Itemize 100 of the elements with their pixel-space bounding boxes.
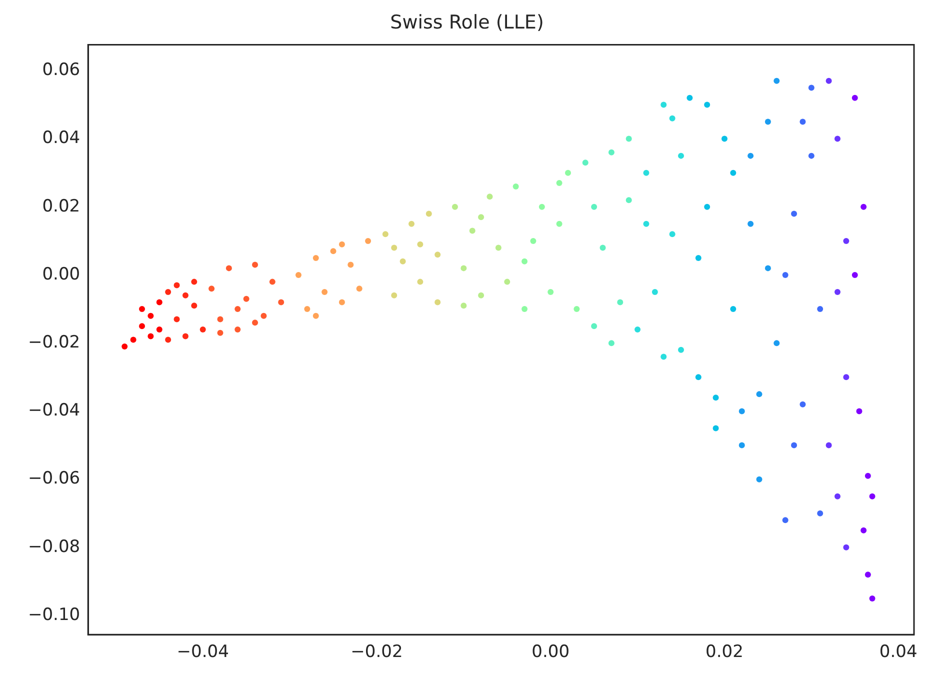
- y-tick-label: 0.06: [42, 60, 80, 80]
- point: [234, 326, 241, 332]
- point: [869, 493, 876, 500]
- point: [156, 299, 162, 306]
- point: [600, 244, 606, 251]
- x-tick-label: 0.00: [532, 642, 570, 662]
- point: [322, 289, 328, 296]
- point: [200, 326, 206, 332]
- point: [356, 286, 362, 292]
- point: [538, 204, 545, 210]
- point: [826, 442, 832, 448]
- point: [295, 272, 302, 278]
- point: [548, 289, 554, 296]
- point: [452, 204, 458, 210]
- point: [860, 204, 867, 210]
- point: [695, 254, 702, 261]
- point: [338, 241, 345, 248]
- x-tick-label: −0.02: [350, 642, 403, 662]
- point: [138, 306, 145, 312]
- point: [712, 425, 719, 432]
- point: [165, 289, 172, 296]
- point: [391, 244, 398, 251]
- point: [138, 323, 145, 330]
- point: [608, 149, 614, 156]
- point: [252, 262, 258, 268]
- point: [417, 278, 424, 285]
- point: [678, 346, 684, 353]
- point: [504, 278, 510, 285]
- point: [522, 258, 528, 264]
- point: [834, 289, 840, 296]
- point: [756, 476, 762, 482]
- point: [791, 442, 798, 448]
- point: [208, 286, 215, 292]
- point: [382, 231, 388, 238]
- point: [174, 316, 180, 322]
- point: [269, 278, 276, 285]
- point: [478, 214, 484, 220]
- point: [582, 160, 588, 166]
- point: [860, 527, 867, 534]
- point: [217, 316, 224, 322]
- point: [434, 252, 441, 258]
- point: [338, 299, 345, 306]
- point: [738, 408, 745, 414]
- x-tick-label: 0.02: [706, 642, 744, 662]
- point: [260, 312, 267, 319]
- x-tick-label: 0.04: [879, 642, 918, 662]
- point: [643, 220, 650, 227]
- point: [556, 220, 562, 227]
- chart-title: Swiss Role (LLE): [390, 11, 544, 34]
- point: [426, 210, 432, 217]
- point: [704, 204, 710, 210]
- y-tick-label: 0.02: [42, 196, 80, 216]
- point: [391, 292, 398, 298]
- point: [156, 326, 162, 332]
- point: [808, 84, 814, 91]
- point: [764, 265, 771, 272]
- point: [417, 241, 424, 248]
- point: [660, 354, 667, 360]
- point: [686, 94, 693, 101]
- point: [191, 302, 198, 309]
- point: [608, 340, 614, 346]
- point: [365, 238, 372, 244]
- point: [634, 326, 641, 332]
- y-tick-label: −0.06: [28, 468, 80, 489]
- point: [704, 102, 710, 108]
- point: [800, 118, 806, 125]
- point: [191, 278, 198, 285]
- point: [782, 517, 788, 524]
- point: [748, 220, 754, 227]
- point: [856, 408, 862, 414]
- point: [478, 292, 484, 298]
- point: [817, 510, 824, 516]
- point: [800, 401, 806, 408]
- point: [678, 152, 684, 159]
- point: [669, 231, 676, 238]
- point: [130, 336, 136, 343]
- point: [852, 94, 858, 101]
- point: [864, 472, 871, 479]
- point: [817, 306, 824, 312]
- point: [434, 299, 441, 306]
- y-tick-label: 0.04: [42, 128, 80, 148]
- point: [226, 265, 232, 272]
- point: [574, 306, 580, 312]
- point: [843, 544, 850, 550]
- point: [182, 333, 188, 340]
- point: [243, 296, 250, 302]
- point: [217, 330, 224, 336]
- point: [843, 374, 850, 380]
- point: [626, 197, 632, 204]
- point: [512, 183, 519, 190]
- point: [791, 210, 798, 217]
- point: [643, 170, 650, 176]
- point: [400, 258, 406, 264]
- point: [460, 302, 467, 309]
- point: [869, 596, 876, 602]
- point: [617, 299, 624, 306]
- point: [122, 344, 128, 350]
- point: [234, 306, 241, 312]
- point: [495, 244, 502, 251]
- point: [852, 272, 858, 278]
